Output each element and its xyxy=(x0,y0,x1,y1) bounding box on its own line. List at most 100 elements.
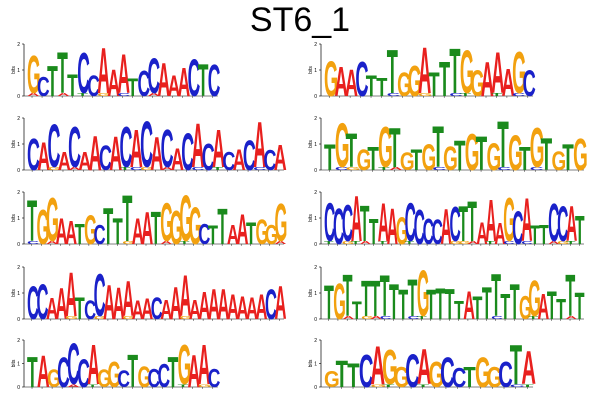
logo-letter-A: A xyxy=(351,182,362,255)
logo-letter-T: T xyxy=(510,273,520,330)
logo-letter-C: C xyxy=(405,191,416,254)
logo-letter-A: A xyxy=(389,166,403,171)
logo-letter-T: T xyxy=(378,166,390,171)
y-tick-label: 2 xyxy=(314,338,317,344)
logo-letter-C: C xyxy=(148,363,161,392)
logo-letter-T: T xyxy=(246,217,256,252)
logo-letter-A: A xyxy=(494,218,505,252)
logo-letter-C: C xyxy=(202,137,215,179)
y-tick-label: 0 xyxy=(314,385,317,391)
logo-letter-G: G xyxy=(342,241,354,245)
logo-letter-T: T xyxy=(151,204,161,255)
logo-letter-A: A xyxy=(130,120,143,179)
logo-letter-C: C xyxy=(387,92,401,97)
logo-letter-G: G xyxy=(487,363,503,394)
logo-letter-C: C xyxy=(521,241,532,245)
logo-letter-A: A xyxy=(378,193,389,253)
logo-letter-C: C xyxy=(48,111,61,180)
y-tick-label: 1 xyxy=(17,362,20,368)
y-tick-label: 1 xyxy=(314,216,317,222)
logo-letter-C: C xyxy=(333,198,344,255)
logo-letter-A: A xyxy=(334,58,347,105)
logo-letter-C: C xyxy=(27,276,39,329)
logo-letter-G: G xyxy=(198,384,212,388)
logo-letter-G: G xyxy=(512,40,526,106)
logo-letter-G: G xyxy=(122,315,135,320)
logo-letter-A: A xyxy=(141,204,153,255)
logo-letter-A: A xyxy=(68,166,82,171)
logo-letter-A: A xyxy=(212,117,225,179)
y-tick-label: 1 xyxy=(17,291,20,297)
logo-letter-A: A xyxy=(538,285,550,326)
logo-letter-T: T xyxy=(510,334,522,397)
logo-letter-T: T xyxy=(212,166,223,171)
logo-letter-T: T xyxy=(519,139,531,177)
logo-letter-T: T xyxy=(168,349,179,398)
y-tick-label: 1 xyxy=(314,291,317,297)
logo-letter-G: G xyxy=(519,288,532,326)
logo-letter-A: A xyxy=(122,270,134,326)
logo-letter-T: T xyxy=(361,271,371,328)
logo-letter-T: T xyxy=(75,218,85,250)
logo-letter-A: A xyxy=(107,63,120,105)
logo-letter-A: A xyxy=(343,315,355,320)
logo-letter-A: A xyxy=(148,92,161,97)
logo-letter-C: C xyxy=(557,195,568,252)
logo-letter-G: G xyxy=(361,315,374,320)
y-tick-label: 1 xyxy=(314,142,317,148)
logo-letter-T: T xyxy=(113,212,123,253)
logo-letter-G: G xyxy=(97,364,111,393)
logo-letter-T: T xyxy=(417,384,430,388)
logo-letter-G: G xyxy=(179,183,192,256)
logo-letter-T: T xyxy=(382,384,395,388)
logo-letter-T: T xyxy=(67,69,78,104)
logo-letter-G: G xyxy=(460,37,474,106)
y-axis-label: bits xyxy=(308,140,314,148)
logo-letter-C: C xyxy=(117,92,130,97)
y-axis-label: bits xyxy=(308,289,314,297)
logo-letter-A: A xyxy=(27,92,40,97)
logo-letter-T: T xyxy=(521,384,534,388)
y-tick-label: 2 xyxy=(17,42,20,48)
logo-letter-C: C xyxy=(94,219,106,251)
logo-letter-A: A xyxy=(87,333,100,397)
y-tick-label: 2 xyxy=(17,338,20,344)
logo-letter-C: C xyxy=(57,348,70,396)
logo-letter-G: G xyxy=(378,116,393,181)
logo-letter-T: T xyxy=(47,58,58,107)
logo-letter-T: T xyxy=(179,240,190,245)
logo-letter-A: A xyxy=(179,264,191,329)
logo-letter-C: C xyxy=(188,49,201,108)
logo-letter-C: C xyxy=(512,92,526,97)
logo-letter-A: A xyxy=(46,240,58,245)
logo-letter-A: A xyxy=(56,212,68,253)
logo-letter-G: G xyxy=(84,206,97,253)
logo-letter-G: G xyxy=(400,147,415,175)
logo-letter-T: T xyxy=(556,293,566,325)
logo-letter-T: T xyxy=(500,287,510,327)
logo-letter-G: G xyxy=(486,134,501,179)
logo-letter-A: A xyxy=(58,147,71,176)
logo-letter-C: C xyxy=(503,241,514,245)
logo-letter-A: A xyxy=(441,198,452,255)
logo-letter-C: C xyxy=(208,364,221,393)
logo-letter-G: G xyxy=(470,64,484,105)
logo-letter-G: G xyxy=(450,241,462,245)
logo-letter-T: T xyxy=(120,166,131,171)
y-tick-label: 0 xyxy=(314,168,317,174)
logo-letter-G: G xyxy=(275,194,288,253)
logo-letter-C: C xyxy=(432,166,446,171)
logo-letter-T: T xyxy=(491,92,502,97)
logo-letter-C: C xyxy=(452,363,467,394)
logo-letter-T: T xyxy=(435,280,445,329)
logo-letter-T: T xyxy=(122,183,132,256)
logo-letter-T: T xyxy=(370,271,380,328)
y-tick-label: 2 xyxy=(17,190,20,196)
logo-letter-G: G xyxy=(107,354,121,395)
logo-letter-T: T xyxy=(347,357,359,395)
logo-letter-C: C xyxy=(491,315,503,320)
logo-letter-A: A xyxy=(65,214,77,252)
logo-letter-T: T xyxy=(530,220,540,251)
